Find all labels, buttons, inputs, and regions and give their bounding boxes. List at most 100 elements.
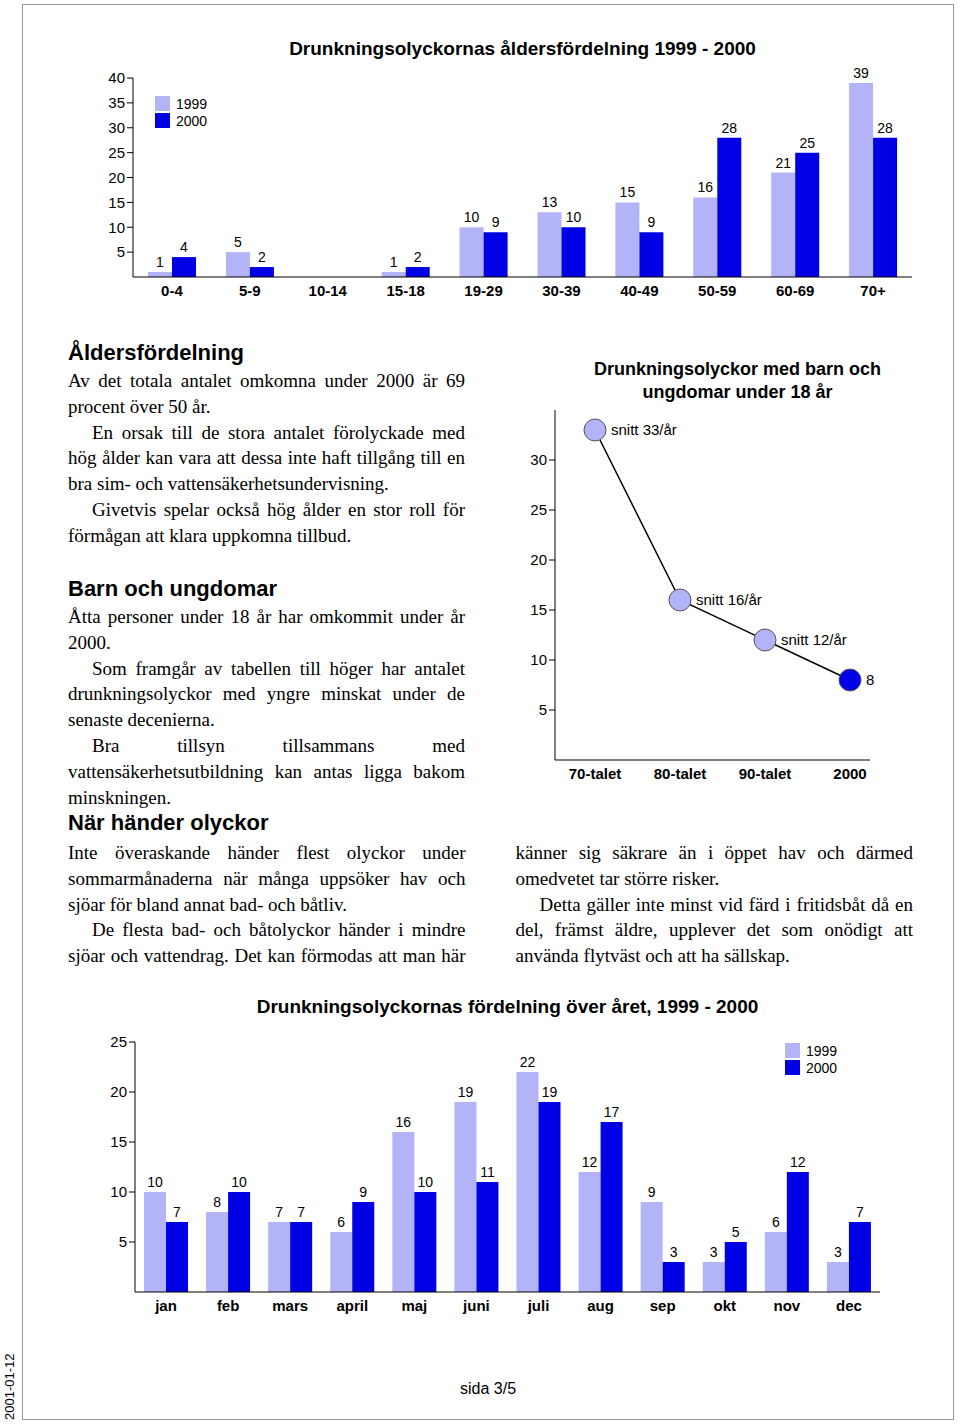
svg-text:snitt 33/år: snitt 33/år: [611, 421, 677, 438]
svg-text:april: april: [336, 1297, 368, 1314]
svg-text:snitt 12/år: snitt 12/år: [781, 631, 847, 648]
svg-text:okt: okt: [714, 1297, 737, 1314]
svg-text:5: 5: [117, 243, 125, 260]
svg-text:20: 20: [530, 551, 547, 568]
svg-text:maj: maj: [401, 1297, 427, 1314]
svg-text:28: 28: [877, 120, 893, 136]
svg-text:30: 30: [108, 119, 125, 136]
svg-text:30: 30: [530, 451, 547, 468]
svg-text:7: 7: [297, 1204, 305, 1220]
html-text:Bra tillsyn tillsammans med va: Bra tillsyn tillsammans med vattensäkerh…: [68, 735, 465, 808]
svg-text:10-14: 10-14: [309, 282, 348, 299]
svg-text:3: 3: [710, 1244, 718, 1260]
svg-text:12: 12: [790, 1154, 806, 1170]
svg-text:20: 20: [110, 1083, 127, 1100]
svg-text:7: 7: [173, 1204, 181, 1220]
svg-text:jan: jan: [154, 1297, 177, 1314]
svg-text:50-59: 50-59: [698, 282, 736, 299]
svg-text:2: 2: [258, 249, 266, 265]
svg-text:35: 35: [108, 94, 125, 111]
svg-text:9: 9: [492, 214, 500, 230]
html-text:Givetvis spelar också hög ålde: Givetvis spelar också hög ålder en stor …: [68, 499, 465, 546]
svg-text:3: 3: [670, 1244, 678, 1260]
svg-text:15: 15: [620, 184, 636, 200]
svg-text:25: 25: [799, 135, 815, 151]
svg-text:1: 1: [390, 254, 398, 270]
svg-text:16: 16: [698, 179, 714, 195]
svg-text:juni: juni: [462, 1297, 490, 1314]
svg-text:10: 10: [108, 219, 125, 236]
svg-text:70+: 70+: [860, 282, 886, 299]
svg-text:snitt 16/år: snitt 16/år: [696, 591, 762, 608]
svg-text:80-talet: 80-talet: [654, 765, 707, 782]
svg-text:17: 17: [604, 1104, 620, 1120]
svg-text:90-talet: 90-talet: [739, 765, 792, 782]
svg-text:25: 25: [108, 144, 125, 161]
html-text:Inte överaskande händer flest: Inte överaskande händer flest olyckor un…: [68, 842, 466, 915]
svg-text:sep: sep: [650, 1297, 676, 1314]
svg-text:15: 15: [110, 1133, 127, 1150]
svg-text:70-talet: 70-talet: [569, 765, 622, 782]
svg-text:10: 10: [418, 1174, 434, 1190]
svg-text:10: 10: [231, 1174, 247, 1190]
svg-text:19: 19: [542, 1084, 558, 1100]
svg-text:4: 4: [180, 239, 188, 255]
svg-text:25: 25: [530, 501, 547, 518]
html-text:Åtta personer under 18 år har: Åtta personer under 18 år har omkommit u…: [68, 606, 465, 653]
svg-text:16: 16: [396, 1114, 412, 1130]
svg-text:10: 10: [464, 209, 480, 225]
svg-text:juli: juli: [527, 1297, 550, 1314]
svg-text:mars: mars: [272, 1297, 308, 1314]
svg-text:10: 10: [530, 651, 547, 668]
svg-text:9: 9: [359, 1184, 367, 1200]
svg-text:7: 7: [275, 1204, 283, 1220]
svg-text:10: 10: [566, 209, 582, 225]
svg-text:8: 8: [866, 671, 874, 688]
html-text:Som framgår av tabellen till h: Som framgår av tabellen till höger har a…: [68, 657, 465, 731]
svg-text:39: 39: [853, 65, 869, 81]
html-text:De flesta bad- och båtolyckor: De flesta bad- och båtolyckor händer i m…: [68, 842, 913, 967]
svg-text:12: 12: [582, 1154, 598, 1170]
svg-text:60-69: 60-69: [776, 282, 814, 299]
svg-text:6: 6: [772, 1214, 780, 1230]
svg-text:15: 15: [530, 601, 547, 618]
svg-text:8: 8: [213, 1194, 221, 1210]
svg-text:5: 5: [119, 1233, 127, 1250]
svg-text:9: 9: [648, 214, 656, 230]
svg-text:40: 40: [108, 69, 125, 86]
svg-text:nov: nov: [774, 1297, 801, 1314]
svg-text:25: 25: [110, 1033, 127, 1050]
svg-text:5: 5: [234, 234, 242, 250]
svg-text:11: 11: [480, 1164, 495, 1180]
svg-text:2: 2: [414, 249, 422, 265]
svg-text:aug: aug: [587, 1297, 614, 1314]
svg-text:5: 5: [732, 1224, 740, 1240]
svg-text:6: 6: [337, 1214, 345, 1230]
svg-text:10: 10: [147, 1174, 163, 1190]
svg-text:28: 28: [722, 120, 738, 136]
html-text:Detta gäller inte minst vid fä: Detta gäller inte minst vid färd i friti…: [515, 893, 913, 967]
svg-text:30-39: 30-39: [542, 282, 580, 299]
svg-text:1: 1: [156, 254, 164, 270]
html-text:Av det totala antalet omkomna: Av det totala antalet omkomna under 2000…: [68, 370, 465, 417]
svg-text:20: 20: [108, 169, 125, 186]
svg-text:15: 15: [108, 194, 125, 211]
svg-text:10: 10: [110, 1183, 127, 1200]
svg-text:15-18: 15-18: [386, 282, 424, 299]
svg-text:40-49: 40-49: [620, 282, 658, 299]
svg-text:5-9: 5-9: [239, 282, 261, 299]
svg-text:feb: feb: [217, 1297, 240, 1314]
svg-text:0-4: 0-4: [161, 282, 183, 299]
svg-text:7: 7: [856, 1204, 864, 1220]
svg-text:19: 19: [458, 1084, 474, 1100]
svg-text:13: 13: [542, 194, 558, 210]
svg-text:dec: dec: [836, 1297, 862, 1314]
svg-text:19-29: 19-29: [464, 282, 502, 299]
html-text:En orsak till de stora antalet: En orsak till de stora antalet förolycka…: [68, 421, 465, 495]
svg-text:21: 21: [775, 155, 791, 171]
svg-text:22: 22: [520, 1054, 536, 1070]
svg-text:5: 5: [539, 701, 547, 718]
svg-text:3: 3: [834, 1244, 842, 1260]
svg-text:9: 9: [648, 1184, 656, 1200]
svg-text:2000: 2000: [833, 765, 866, 782]
